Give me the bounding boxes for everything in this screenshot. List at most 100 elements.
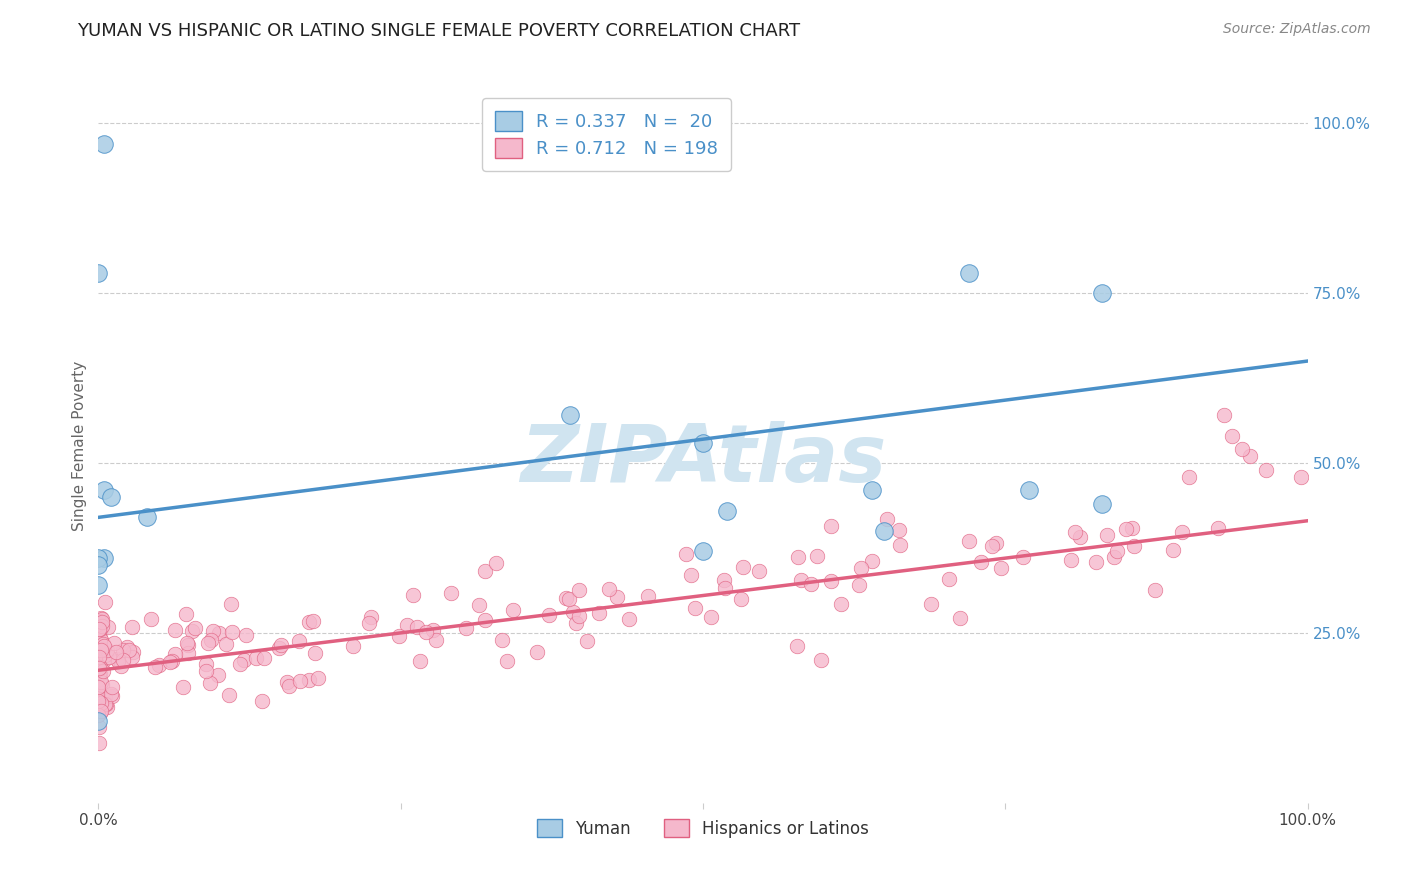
Point [89, 706, 111, 720]
Point [91, 664, 114, 678]
Point [558, 591, 581, 606]
Point [1063, 525, 1085, 540]
Point [97, 620, 120, 634]
Point [91, 678, 114, 692]
Point [194, 657, 217, 671]
Point [89, 660, 111, 674]
Legend: Yuman, Hispanics or Latinos: Yuman, Hispanics or Latinos [530, 813, 876, 845]
Point [111, 643, 134, 657]
Point [887, 524, 910, 538]
Point [87, 714, 110, 729]
Point [679, 567, 702, 582]
Point [502, 603, 524, 617]
Point [568, 582, 591, 597]
Point [208, 626, 231, 640]
Point [692, 435, 714, 450]
Point [606, 590, 628, 604]
Point [122, 645, 145, 659]
Point [100, 689, 122, 703]
Point [270, 638, 292, 652]
Point [87, 650, 110, 665]
Point [93, 648, 115, 663]
Point [98, 649, 121, 664]
Point [1095, 528, 1118, 542]
Point [860, 483, 883, 498]
Point [806, 549, 828, 564]
Point [100, 688, 122, 702]
Point [440, 586, 463, 600]
Text: YUMAN VS HISPANIC OR LATINO SINGLE FEMALE POVERTY CORRELATION CHART: YUMAN VS HISPANIC OR LATINO SINGLE FEMAL… [77, 22, 800, 40]
Point [692, 544, 714, 558]
Point [873, 524, 896, 538]
Point [287, 634, 309, 648]
Point [101, 680, 124, 694]
Point [575, 633, 598, 648]
Point [1206, 521, 1229, 535]
Point [474, 564, 496, 578]
Point [233, 653, 256, 667]
Point [298, 615, 321, 629]
Point [1091, 497, 1114, 511]
Point [474, 613, 496, 627]
Point [920, 598, 942, 612]
Point [786, 639, 808, 653]
Point [105, 645, 128, 659]
Point [89, 622, 111, 636]
Point [1102, 549, 1125, 564]
Point [87, 578, 110, 592]
Point [938, 573, 960, 587]
Point [121, 649, 143, 664]
Point [1085, 555, 1108, 569]
Point [970, 555, 993, 569]
Point [163, 647, 186, 661]
Point [148, 658, 170, 673]
Point [87, 640, 110, 654]
Point [87, 688, 110, 702]
Point [118, 643, 141, 657]
Point [415, 625, 437, 640]
Point [87, 694, 110, 708]
Point [537, 607, 560, 622]
Point [163, 623, 186, 637]
Point [100, 490, 122, 504]
Point [162, 654, 184, 668]
Point [103, 636, 125, 650]
Point [90, 704, 112, 718]
Point [87, 614, 110, 628]
Point [730, 592, 752, 607]
Point [143, 660, 166, 674]
Point [221, 625, 243, 640]
Point [174, 607, 197, 621]
Point [93, 483, 115, 498]
Point [851, 561, 873, 575]
Point [565, 615, 588, 630]
Point [990, 561, 1012, 575]
Point [89, 622, 111, 636]
Point [302, 614, 325, 628]
Point [957, 266, 980, 280]
Point [89, 720, 111, 734]
Point [93, 136, 115, 151]
Point [87, 551, 110, 566]
Point [176, 635, 198, 649]
Point [402, 589, 425, 603]
Point [747, 564, 769, 578]
Point [91, 615, 114, 630]
Point [90, 632, 112, 647]
Point [468, 598, 491, 612]
Text: Source: ZipAtlas.com: Source: ZipAtlas.com [1223, 22, 1371, 37]
Point [276, 675, 298, 690]
Point [93, 595, 115, 609]
Point [342, 639, 364, 653]
Point [121, 620, 143, 634]
Text: ZIPAtlas: ZIPAtlas [520, 421, 886, 500]
Point [980, 540, 1002, 554]
Point [252, 694, 274, 708]
Point [790, 573, 813, 587]
Point [107, 654, 129, 668]
Point [1105, 543, 1128, 558]
Point [1256, 463, 1278, 477]
Point [554, 591, 576, 605]
Point [1012, 549, 1035, 564]
Point [675, 547, 697, 561]
